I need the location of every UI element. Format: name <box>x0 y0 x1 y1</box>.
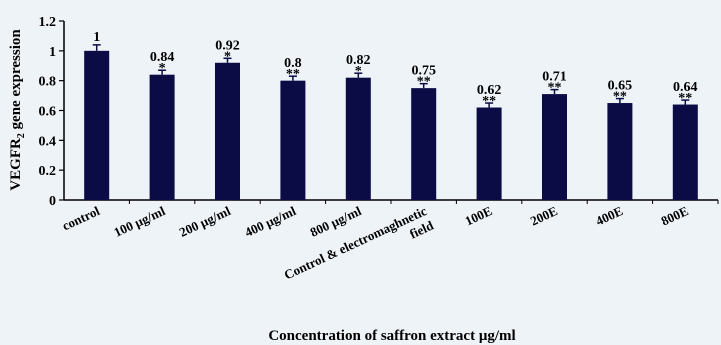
category-label: 200 μg/ml <box>177 203 233 240</box>
category-label-group: 100E <box>462 203 494 229</box>
data-label: 0.82 <box>346 53 371 68</box>
data-label: 0.65 <box>608 79 633 94</box>
bar <box>672 104 698 200</box>
data-label: 0.75 <box>411 64 436 79</box>
category-label: 400E <box>593 203 625 229</box>
significance-label: ** <box>613 90 627 105</box>
category-label-group: 200 μg/ml <box>177 203 233 240</box>
category-label: 200E <box>528 203 560 229</box>
bar <box>149 74 175 200</box>
y-axis-title: VEGFR2 gene expression <box>8 29 27 191</box>
significance-label: * <box>224 49 231 64</box>
significance-label: ** <box>286 67 300 82</box>
significance-label: ** <box>482 94 496 109</box>
y-tick-label: 0.6 <box>39 105 57 120</box>
category-label-group: 400 μg/ml <box>242 203 298 240</box>
y-tick-label: 0.8 <box>39 75 57 90</box>
significance-label: ** <box>417 75 431 90</box>
bar <box>215 62 240 201</box>
category-label: 800E <box>659 203 691 229</box>
category-label: 100 μg/ml <box>111 203 167 240</box>
category-label-group: 800E <box>659 203 691 229</box>
bars <box>84 44 698 201</box>
data-label: 0.92 <box>215 38 240 53</box>
bar <box>345 77 371 200</box>
data-label: 0.71 <box>542 70 567 85</box>
category-label: control <box>60 203 102 233</box>
category-label-group: 400E <box>593 203 625 229</box>
data-label: 0.62 <box>477 83 502 98</box>
y-tick-label: 0 <box>49 194 56 209</box>
y-tick-label: 1.2 <box>39 15 57 30</box>
bar <box>607 103 633 200</box>
significance-label: ** <box>548 81 562 96</box>
category-label-group: 100 μg/ml <box>111 203 167 240</box>
bar <box>84 50 110 201</box>
y-tick-label: 1 <box>49 45 56 60</box>
category-label: 100E <box>462 203 494 229</box>
bar <box>411 88 437 200</box>
data-label: 0.64 <box>673 80 698 95</box>
significance-label: * <box>159 61 166 76</box>
category-label-group: 200E <box>528 203 560 229</box>
y-tick-label: 0.4 <box>39 134 57 149</box>
bar <box>542 94 567 200</box>
y-tick-label: 0.2 <box>39 164 57 179</box>
bar <box>476 107 502 200</box>
significance-label: ** <box>678 91 692 106</box>
data-label: 0.84 <box>150 50 175 65</box>
category-label: 400 μg/ml <box>242 203 298 240</box>
category-label-group: control <box>60 203 102 233</box>
data-label: 0.8 <box>284 56 302 71</box>
bar <box>280 80 306 200</box>
data-label: 1 <box>93 30 100 45</box>
x-axis-title: Concentration of saffron extract μg/ml <box>268 328 515 344</box>
significance-label: * <box>355 64 362 79</box>
